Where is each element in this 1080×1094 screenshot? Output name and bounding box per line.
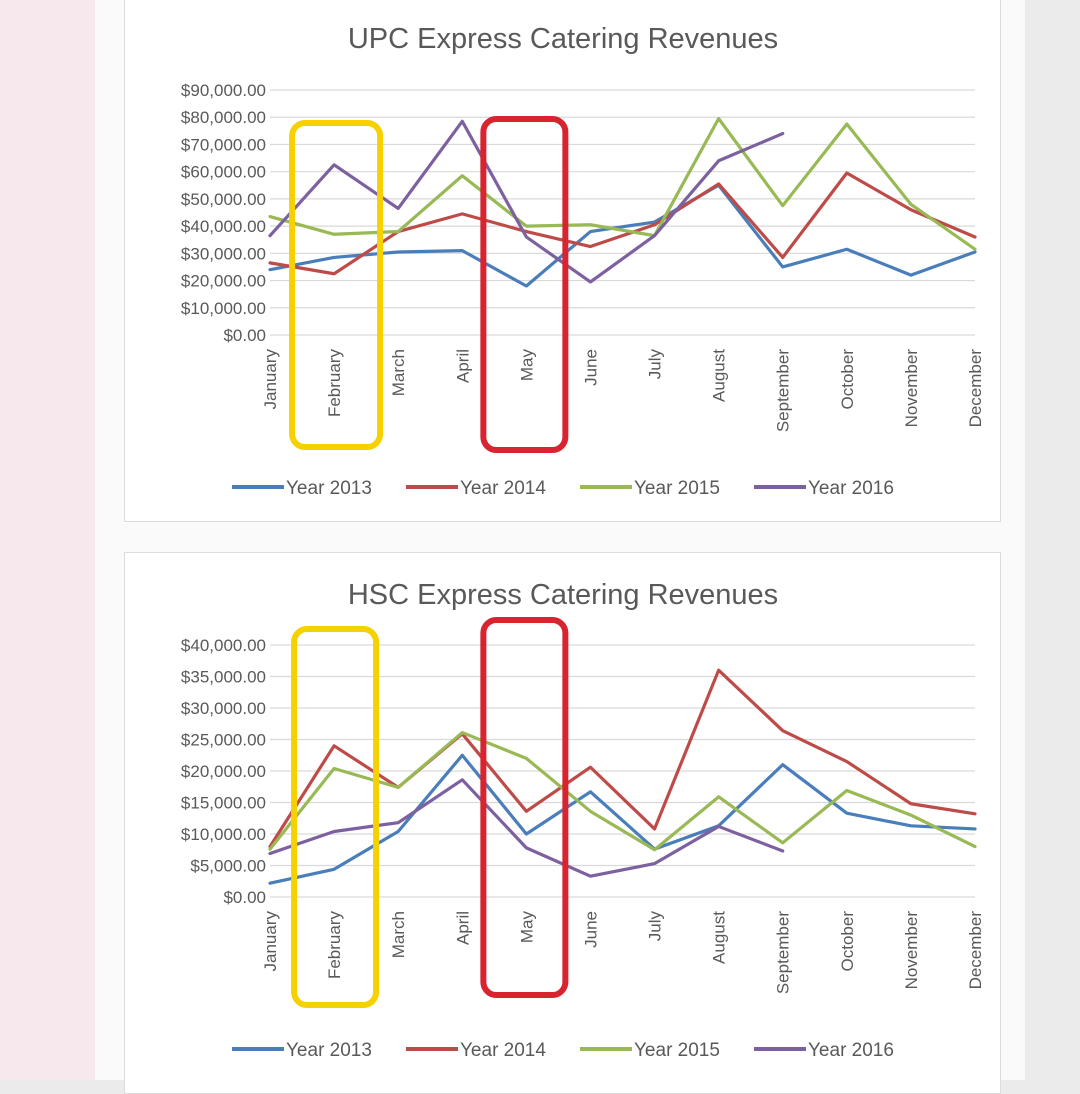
y-tick-label: $50,000.00	[181, 190, 266, 209]
y-tick-label: $20,000.00	[181, 762, 266, 781]
x-tick-label: February	[325, 349, 344, 418]
y-tick-label: $40,000.00	[181, 217, 266, 236]
y-tick-label: $5,000.00	[190, 857, 266, 876]
side-strip	[0, 0, 95, 1080]
legend-label: Year 2013	[286, 1040, 372, 1061]
x-tick-label: August	[710, 911, 729, 964]
highlight-box	[480, 116, 569, 453]
x-tick-label: October	[838, 911, 857, 972]
y-tick-label: $0.00	[223, 326, 266, 345]
series-line	[268, 778, 785, 878]
x-tick-label: June	[581, 349, 600, 386]
y-tick-label: $25,000.00	[181, 731, 266, 750]
series-line	[268, 119, 785, 284]
x-tick-label: August	[710, 349, 729, 402]
series-line	[268, 171, 977, 276]
y-tick-label: $10,000.00	[181, 299, 266, 318]
x-tick-label: July	[646, 911, 665, 942]
x-tick-label: October	[838, 349, 857, 410]
x-tick-label: January	[261, 349, 280, 410]
legend-label: Year 2016	[808, 478, 894, 499]
x-tick-label: June	[581, 911, 600, 948]
y-tick-label: $20,000.00	[181, 272, 266, 291]
highlight-box	[289, 120, 384, 450]
x-tick-label: December	[966, 349, 985, 428]
highlight-box	[291, 626, 380, 1008]
highlight-box	[480, 617, 569, 998]
x-tick-label: September	[774, 349, 793, 432]
x-tick-label: January	[261, 911, 280, 972]
x-tick-label: April	[453, 911, 472, 945]
x-tick-label: February	[325, 911, 344, 980]
x-tick-label: April	[453, 349, 472, 383]
legend-label: Year 2014	[460, 1040, 546, 1061]
x-tick-label: July	[646, 349, 665, 380]
chart-title: HSC Express Catering Revenues	[348, 579, 778, 611]
y-tick-label: $35,000.00	[181, 668, 266, 687]
chart-title: UPC Express Catering Revenues	[348, 23, 778, 55]
y-tick-label: $30,000.00	[181, 699, 266, 718]
y-tick-label: $60,000.00	[181, 163, 266, 182]
y-tick-label: $30,000.00	[181, 244, 266, 263]
series-line	[268, 668, 977, 849]
legend-label: Year 2014	[460, 478, 546, 499]
x-tick-label: November	[902, 349, 921, 428]
upc-chart-svg: UPC Express Catering Revenues $90,000.00…	[181, 23, 985, 499]
y-tick-label: $90,000.00	[181, 81, 266, 100]
legend-label: Year 2015	[634, 478, 720, 499]
upc-revenue-chart: UPC Express Catering Revenues $90,000.00…	[124, 0, 1001, 522]
x-tick-label: March	[389, 911, 408, 958]
y-tick-label: $40,000.00	[181, 636, 266, 655]
y-tick-label: $15,000.00	[181, 794, 266, 813]
legend-label: Year 2013	[286, 478, 372, 499]
legend-label: Year 2016	[808, 1040, 894, 1061]
y-tick-label: $0.00	[223, 888, 266, 907]
x-tick-label: November	[902, 911, 921, 990]
legend-label: Year 2015	[634, 1040, 720, 1061]
x-tick-label: March	[389, 349, 408, 396]
series-line	[268, 116, 977, 251]
x-tick-label: May	[517, 911, 536, 944]
hsc-revenue-chart: HSC Express Catering Revenues $40,000.00…	[124, 552, 1001, 1094]
x-tick-label: December	[966, 911, 985, 990]
series-line	[268, 753, 977, 885]
x-tick-label: September	[774, 911, 793, 994]
series-line	[268, 730, 977, 852]
hsc-chart-svg: HSC Express Catering Revenues $40,000.00…	[181, 579, 985, 1061]
y-tick-label: $70,000.00	[181, 135, 266, 154]
x-tick-label: May	[517, 349, 536, 382]
y-tick-label: $80,000.00	[181, 108, 266, 127]
series-line	[268, 183, 977, 288]
y-tick-label: $10,000.00	[181, 825, 266, 844]
